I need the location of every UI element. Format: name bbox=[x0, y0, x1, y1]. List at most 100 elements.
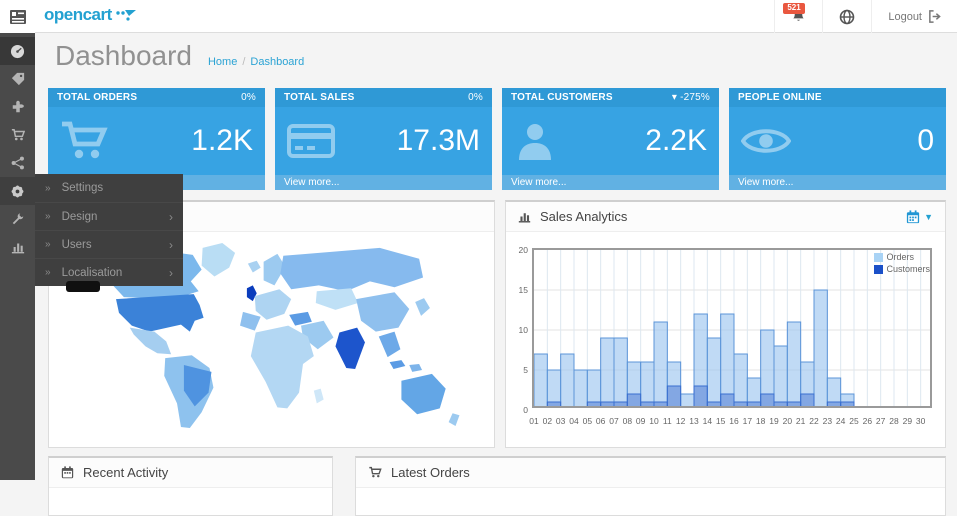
breadcrumb-current-link[interactable]: Dashboard bbox=[250, 56, 305, 68]
x-tick-label: 06 bbox=[595, 416, 606, 426]
double-chevron-icon: » bbox=[45, 239, 50, 250]
x-tick-label: 07 bbox=[609, 416, 619, 426]
chart-legend: Orders Customers bbox=[874, 252, 930, 276]
x-tick-label: 23 bbox=[822, 416, 833, 426]
top-header: opencart 521 Logout bbox=[0, 0, 957, 33]
view-more-link[interactable]: View more... bbox=[502, 175, 719, 190]
tile-label: PEOPLE ONLINE bbox=[738, 92, 822, 103]
wrench-icon bbox=[12, 213, 23, 225]
notifications-button[interactable]: 521 bbox=[774, 0, 822, 33]
y-tick-label: 0 bbox=[523, 405, 528, 415]
breadcrumb: Home / Dashboard bbox=[208, 56, 304, 68]
caret-down-icon: ▼ bbox=[924, 211, 933, 222]
breadcrumb-separator: / bbox=[242, 56, 246, 68]
x-tick-label: 03 bbox=[555, 416, 566, 426]
x-tick-label: 11 bbox=[662, 416, 672, 426]
sidebar-item-dashboard[interactable] bbox=[0, 37, 35, 65]
tile-value: 2.2K bbox=[645, 124, 707, 157]
tile-label: TOTAL ORDERS bbox=[57, 92, 138, 103]
notification-count-badge: 521 bbox=[783, 3, 805, 14]
x-tick-label: 19 bbox=[769, 416, 779, 426]
tile-percent: 0% bbox=[241, 92, 256, 103]
map-tooltip bbox=[66, 281, 100, 292]
legend-swatch bbox=[874, 264, 884, 274]
bar-chart-icon bbox=[518, 213, 531, 223]
y-tick-label: 5 bbox=[523, 365, 528, 375]
sidebar bbox=[0, 33, 35, 480]
chart-y-axis: 0 5 10 15 20 bbox=[514, 245, 530, 415]
x-tick-label: 14 bbox=[702, 416, 713, 426]
tile-total-customers: TOTAL CUSTOMERS ▾ -275% 2.2K View more..… bbox=[502, 88, 719, 190]
tile-label: TOTAL CUSTOMERS bbox=[511, 92, 613, 103]
latest-orders-panel: Latest Orders bbox=[355, 456, 946, 516]
x-tick-label: 25 bbox=[849, 416, 859, 426]
sidebar-item-system[interactable] bbox=[0, 177, 35, 205]
recent-activity-title: Recent Activity bbox=[83, 465, 169, 480]
sidebar-item-extensions[interactable] bbox=[0, 93, 35, 121]
logout-icon bbox=[929, 10, 941, 23]
sidebar-item-sales[interactable] bbox=[0, 121, 35, 149]
x-tick-label: 20 bbox=[782, 416, 793, 426]
calendar-icon bbox=[61, 466, 74, 479]
x-tick-label: 29 bbox=[902, 416, 913, 426]
submenu-item-localisation[interactable]: » Localisation › bbox=[35, 258, 183, 286]
x-tick-label: 27 bbox=[875, 416, 886, 426]
tile-percent: 0% bbox=[468, 92, 483, 103]
breadcrumb-home-link[interactable]: Home bbox=[207, 56, 238, 68]
chevron-right-icon: › bbox=[169, 209, 173, 224]
gear-icon bbox=[11, 185, 24, 197]
double-chevron-icon: » bbox=[45, 182, 50, 194]
tile-value: 1.2K bbox=[191, 124, 253, 157]
sales-analytics-title: Sales Analytics bbox=[540, 209, 628, 224]
logout-button[interactable]: Logout bbox=[871, 0, 957, 33]
double-chevron-icon: » bbox=[45, 211, 50, 222]
chevron-right-icon: › bbox=[169, 237, 173, 252]
language-button[interactable] bbox=[822, 0, 871, 33]
tile-value: 17.3M bbox=[396, 124, 480, 157]
submenu-item-design[interactable]: » Design › bbox=[35, 202, 183, 230]
view-more-link[interactable]: View more... bbox=[275, 175, 492, 190]
x-tick-label: 18 bbox=[755, 416, 766, 426]
shopping-cart-icon bbox=[60, 120, 108, 162]
legend-label: Orders bbox=[886, 252, 914, 262]
x-tick-label: 05 bbox=[582, 416, 593, 426]
sales-analytics-panel: Sales Analytics ▼ 0 5 10 15 20 Orders Custome… bbox=[505, 200, 946, 448]
credit-card-icon bbox=[287, 122, 335, 160]
sidebar-item-tools[interactable] bbox=[0, 205, 35, 233]
view-more-link[interactable]: View more... bbox=[729, 175, 946, 190]
cart-icon bbox=[369, 466, 382, 478]
x-tick-label: 08 bbox=[622, 416, 633, 426]
x-tick-label: 13 bbox=[689, 416, 699, 426]
x-tick-label: 24 bbox=[835, 416, 846, 426]
chart-x-axis: 01 02 03 04 05 06 07 08 09 10 11 12 13 14 15 16 17 18 19 20… bbox=[529, 416, 934, 428]
legend-entry: Customers bbox=[874, 264, 930, 274]
cart-icon bbox=[11, 129, 25, 141]
x-tick-label: 26 bbox=[862, 416, 873, 426]
legend-entry: Orders bbox=[874, 252, 930, 262]
x-tick-label: 12 bbox=[675, 416, 686, 426]
sidebar-item-catalog[interactable] bbox=[0, 65, 35, 93]
tile-value: 0 bbox=[917, 124, 934, 157]
bar-chart-icon bbox=[11, 243, 24, 254]
submenu-item-label: Users bbox=[61, 238, 92, 251]
share-icon bbox=[11, 156, 24, 170]
x-tick-label: 22 bbox=[809, 416, 819, 426]
puzzle-icon bbox=[12, 100, 24, 113]
latest-orders-title: Latest Orders bbox=[391, 465, 470, 480]
tile-label: TOTAL SALES bbox=[284, 92, 355, 103]
caret-down-icon: ▾ bbox=[671, 92, 678, 103]
submenu-item-users[interactable]: » Users › bbox=[35, 230, 183, 258]
sidebar-toggle-button[interactable] bbox=[0, 0, 35, 33]
y-tick-label: 20 bbox=[518, 245, 528, 255]
x-tick-label: 02 bbox=[542, 416, 553, 426]
opencart-logo[interactable]: opencart bbox=[44, 5, 137, 25]
submenu-item-settings[interactable]: » Settings bbox=[35, 174, 183, 202]
date-range-button[interactable]: ▼ bbox=[906, 209, 933, 224]
page-title: Dashboard bbox=[55, 40, 192, 71]
x-tick-label: 09 bbox=[635, 416, 646, 426]
calendar-icon bbox=[906, 209, 920, 223]
y-tick-label: 10 bbox=[518, 325, 528, 335]
sidebar-item-reports[interactable] bbox=[0, 233, 35, 261]
sidebar-item-marketing[interactable] bbox=[0, 149, 35, 177]
logo-text: opencart bbox=[44, 5, 112, 24]
